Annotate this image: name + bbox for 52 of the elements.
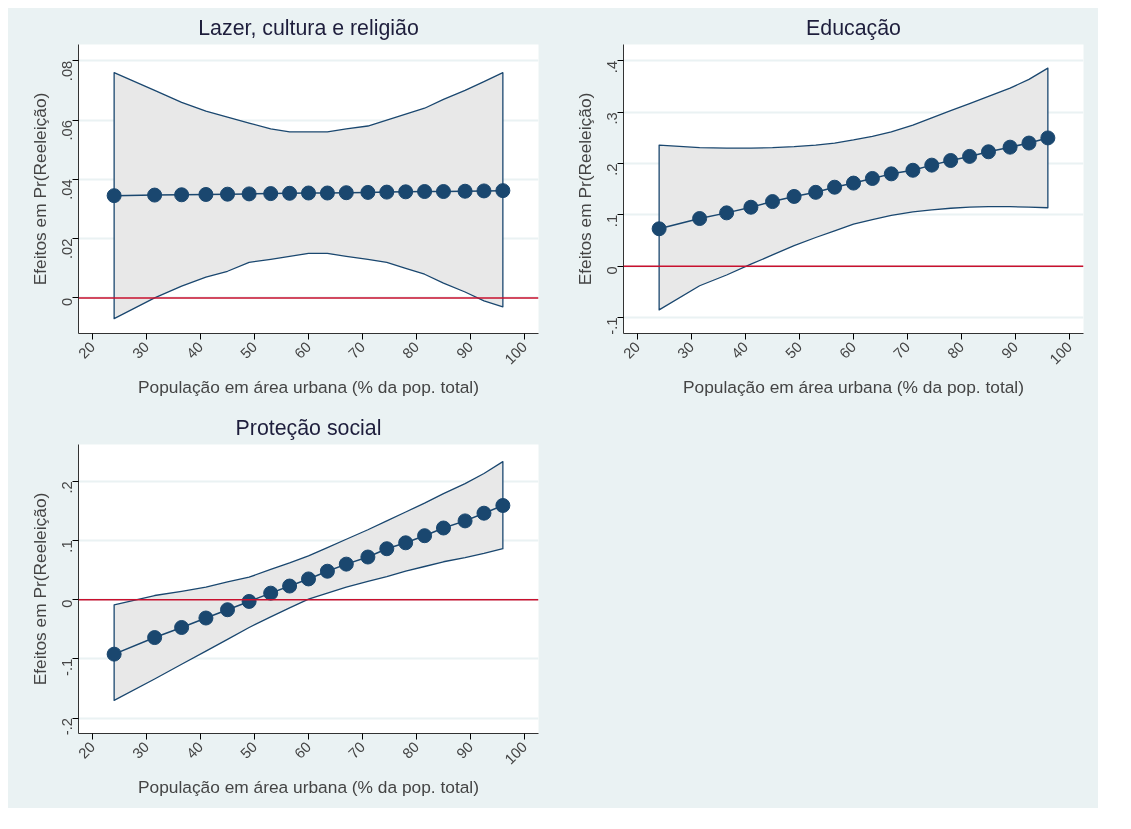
x-tick-label: 30 <box>129 738 153 762</box>
y-tick-label: .06 <box>59 120 76 141</box>
x-tick-label: 30 <box>674 338 698 362</box>
x-tick-label: 40 <box>183 738 207 762</box>
x-tick-label: 60 <box>291 738 315 762</box>
x-tick-label: 60 <box>836 338 860 362</box>
y-tick-label: .1 <box>604 214 621 228</box>
y-tick-label: -.2 <box>59 718 76 736</box>
y-tick-label: .1 <box>59 540 76 553</box>
y-axis-title: Efeitos em Pr(Reeleição) <box>29 92 50 286</box>
x-tick-label: 40 <box>183 338 207 362</box>
x-tick-label: 70 <box>345 738 369 762</box>
x-tick-label: 80 <box>944 338 968 362</box>
y-tick-label: .2 <box>59 481 76 494</box>
x-tick-label: 80 <box>399 338 423 362</box>
y-tick-label: .4 <box>604 60 621 74</box>
chart-title: Proteção social <box>235 415 382 440</box>
y-tick-label: .04 <box>59 179 76 200</box>
x-tick-label: 50 <box>237 338 261 362</box>
x-tick-label: 20 <box>620 338 644 362</box>
y-tick-label: -.1 <box>59 658 76 676</box>
y-axis-title: Efeitos em Pr(Reeleição) <box>574 92 595 286</box>
x-tick-label: 100 <box>501 738 531 768</box>
y-tick-label: .08 <box>59 60 76 82</box>
x-tick-label: 80 <box>399 738 423 762</box>
x-tick-label: 90 <box>998 338 1022 362</box>
x-tick-label: 40 <box>728 338 752 362</box>
chart-title: Educação <box>806 15 901 40</box>
x-axis-title: População em área urbana (% da pop. total) <box>683 376 1025 397</box>
x-tick-label: 20 <box>75 738 99 762</box>
y-tick-label: -.1 <box>604 317 621 335</box>
x-tick-label: 70 <box>345 338 369 362</box>
x-tick-label: 20 <box>75 338 99 362</box>
x-tick-label: 50 <box>237 738 261 762</box>
y-axis-title: Efeitos em Pr(Reeleição) <box>29 492 50 686</box>
x-axis-title: População em área urbana (% da pop. total) <box>138 376 480 397</box>
y-tick-label: .02 <box>59 238 76 260</box>
y-tick-label: .3 <box>604 112 621 125</box>
x-tick-label: 60 <box>291 338 315 362</box>
y-tick-label: 0 <box>59 297 76 307</box>
y-tick-label: .2 <box>604 163 621 176</box>
chart-title: Lazer, cultura e religião <box>198 15 419 40</box>
y-tick-label: 0 <box>59 599 76 608</box>
x-tick-label: 100 <box>1046 338 1076 368</box>
x-tick-label: 70 <box>890 338 914 362</box>
x-tick-label: 90 <box>453 338 477 362</box>
x-tick-label: 50 <box>782 338 806 362</box>
x-tick-label: 90 <box>453 738 477 762</box>
x-tick-label: 30 <box>129 338 153 362</box>
x-axis-title: População em área urbana (% da pop. total) <box>138 776 480 797</box>
y-tick-label: 0 <box>604 266 621 275</box>
x-tick-label: 100 <box>501 338 531 368</box>
